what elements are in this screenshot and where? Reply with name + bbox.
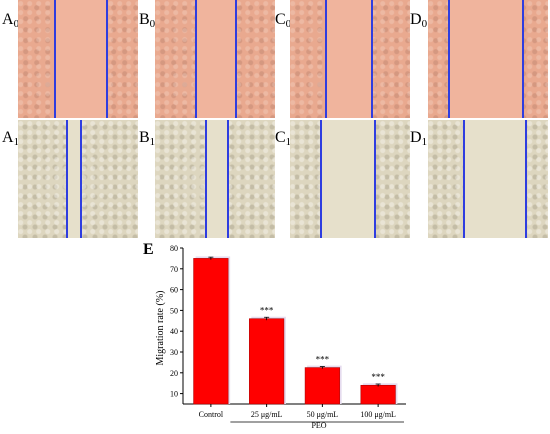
y-axis-label: Migration rate (%) <box>155 291 166 366</box>
panel-label-b1: B1 <box>139 129 156 148</box>
bar <box>193 258 229 405</box>
micrograph-b1 <box>155 120 275 238</box>
plot-area: 10 20 30 40 50 60 70 80 Control *** 25 μg/mL *** 50 … <box>170 244 406 423</box>
panel-label-d1: D1 <box>410 129 428 148</box>
bar <box>304 367 340 405</box>
bar <box>249 318 285 405</box>
y-tick-label: 40 <box>170 327 178 336</box>
panel-label-c1: C1 <box>275 129 292 148</box>
x-tick-label: Control <box>199 410 224 419</box>
micrograph-c1 <box>290 120 410 238</box>
y-tick-label: 80 <box>170 244 178 253</box>
significance-label: *** <box>371 372 385 382</box>
panel-label-d0: D0 <box>410 11 428 30</box>
y-tick-label: 10 <box>170 390 178 399</box>
x-tick-label: 100 μg/mL <box>360 410 396 419</box>
micrograph-a0 <box>18 0 138 118</box>
y-tick-label: 60 <box>170 286 178 295</box>
group-label: PEO <box>311 421 326 430</box>
significance-label: *** <box>316 355 330 365</box>
bar <box>360 384 396 405</box>
y-tick-label: 70 <box>170 265 178 274</box>
panel-label-a0: A0 <box>2 11 20 30</box>
x-tick-label: 25 μg/mL <box>251 410 283 419</box>
panel-label-c0: C0 <box>275 11 292 30</box>
micrograph-c0 <box>290 0 410 118</box>
micrograph-d0 <box>428 0 548 118</box>
y-tick-label: 20 <box>170 369 178 378</box>
x-tick-label: 50 μg/mL <box>307 410 339 419</box>
chart-panel-label: E <box>143 241 154 258</box>
panel-label-b0: B0 <box>139 11 156 30</box>
micrograph-b0 <box>155 0 275 118</box>
significance-label: *** <box>260 305 274 315</box>
micrograph-d1 <box>428 120 548 238</box>
y-tick-label: 30 <box>170 348 178 357</box>
micrograph-a1 <box>18 120 138 238</box>
panel-label-a1: A1 <box>2 129 20 148</box>
y-tick-label: 50 <box>170 306 178 315</box>
